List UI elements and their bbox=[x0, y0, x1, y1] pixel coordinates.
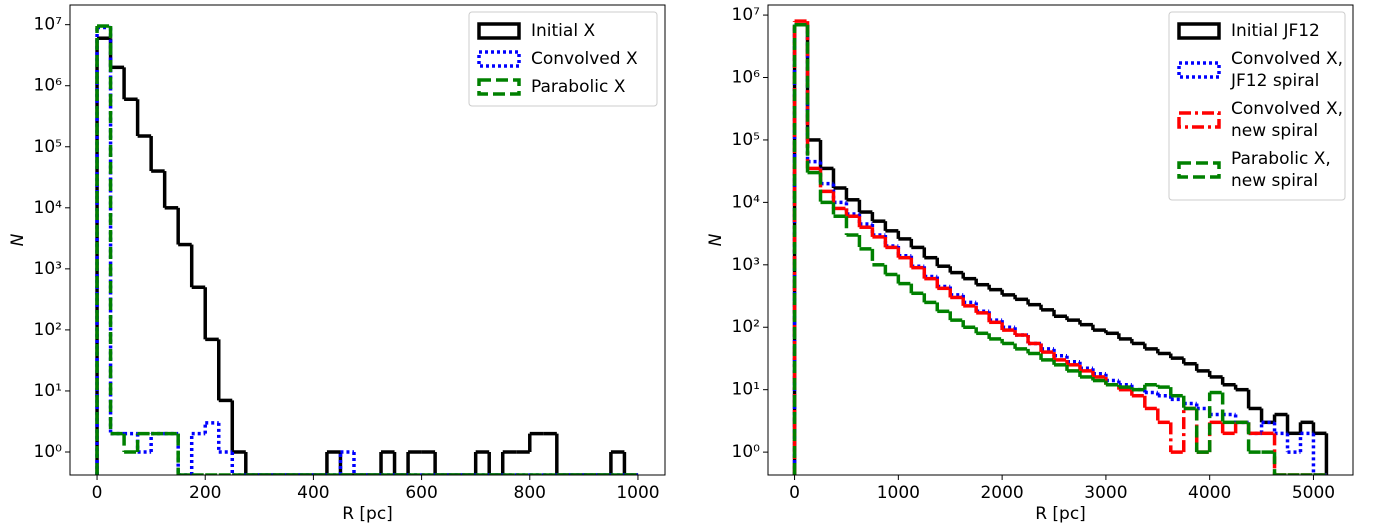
y-tick-label: 10⁴ bbox=[732, 192, 761, 212]
plot-area bbox=[792, 19, 1329, 475]
x-tick-label: 1000 bbox=[616, 483, 659, 503]
y-tick-label: 10⁴ bbox=[34, 198, 63, 218]
y-tick-label: 10⁰ bbox=[34, 442, 63, 462]
x-tick-label: 5000 bbox=[1292, 483, 1335, 503]
y-tick-label: 10¹ bbox=[732, 380, 760, 400]
legend-swatch bbox=[1177, 22, 1221, 40]
legend-label: Parabolic X bbox=[531, 77, 626, 97]
x-axis-label: R [pc] bbox=[1035, 504, 1086, 524]
y-tick-label: 10⁶ bbox=[732, 68, 761, 88]
y-tick-label: 10⁵ bbox=[732, 130, 760, 150]
axes-frame bbox=[69, 4, 666, 476]
y-tick-label: 10³ bbox=[732, 255, 760, 275]
legend-frame bbox=[1168, 11, 1346, 201]
legend-label: Initial X bbox=[531, 21, 595, 41]
legend-swatch bbox=[1177, 61, 1221, 79]
x-axis-label: R [pc] bbox=[342, 504, 393, 524]
y-axis-label: N bbox=[706, 233, 726, 246]
x-tick-label: 800 bbox=[514, 483, 546, 503]
legend-label: Parabolic X, new spiral bbox=[1231, 149, 1331, 191]
x-tick-label: 200 bbox=[189, 483, 221, 503]
plot: 0 200 400 600 800 1000 10⁰ 10¹ 10² 10³ 10⁴ 10⁵ 10⁶ 10… bbox=[8, 4, 666, 524]
x-tick-label: 0 bbox=[92, 483, 103, 503]
legend-swatch bbox=[477, 78, 521, 96]
legend-label: Initial JF12 bbox=[1231, 21, 1320, 41]
legend-label: Convolved X bbox=[531, 49, 638, 69]
y-tick-label: 10⁶ bbox=[34, 76, 63, 96]
x-tick-label: 600 bbox=[405, 483, 437, 503]
y-tick-label: 10⁵ bbox=[34, 137, 62, 157]
y-tick-label: 10² bbox=[732, 317, 760, 337]
y-tick-label: 10⁰ bbox=[732, 442, 761, 462]
axes-frame bbox=[767, 4, 1354, 476]
legend-swatch bbox=[477, 50, 521, 68]
x-tick-label: 4000 bbox=[1188, 483, 1231, 503]
x-tick-label: 3000 bbox=[1084, 483, 1127, 503]
x-tick-label: 0 bbox=[789, 483, 800, 503]
x-tick-label: 2000 bbox=[980, 483, 1023, 503]
legend-label: Convolved X, JF12 spiral bbox=[1230, 49, 1343, 91]
x-tick-label: 1000 bbox=[877, 483, 920, 503]
legend-swatch bbox=[477, 22, 521, 40]
plot-area bbox=[95, 24, 638, 475]
legend-swatch bbox=[1177, 161, 1221, 179]
y-tick-label: 10⁷ bbox=[732, 5, 761, 25]
y-tick-label: 10³ bbox=[34, 259, 62, 279]
plot: 0 1000 2000 3000 4000 5000 10⁰ 10¹ 10² 10³ 10⁴ 10⁵ 1… bbox=[706, 4, 1354, 524]
y-tick-label: 10² bbox=[34, 320, 62, 340]
y-tick-label: 10⁷ bbox=[34, 15, 63, 35]
x-tick-label: 400 bbox=[297, 483, 329, 503]
legend-label: Convolved X, new spiral bbox=[1231, 99, 1343, 141]
y-axis-label: N bbox=[8, 233, 28, 246]
y-tick-label: 10¹ bbox=[34, 381, 62, 401]
legend-swatch bbox=[1177, 111, 1221, 129]
legend-frame bbox=[468, 11, 658, 107]
